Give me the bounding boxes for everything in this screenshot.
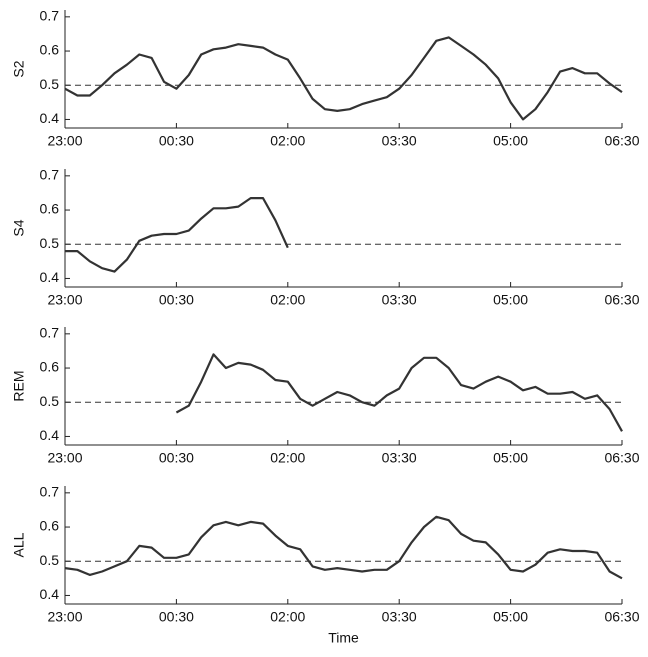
data-line	[175, 353, 623, 432]
x-tick-label: 00:30	[159, 133, 194, 149]
x-tick-label: 05:00	[493, 133, 528, 149]
x-tick-label: 03:30	[382, 292, 417, 308]
y-axis-label: S2	[11, 60, 27, 77]
x-tick-label: 06:30	[604, 450, 639, 466]
x-tick-label: 06:30	[604, 133, 639, 149]
x-tick-label: 02:00	[270, 133, 305, 149]
y-tick-label: 0.5	[40, 552, 60, 568]
x-tick-label: 23:00	[47, 609, 82, 625]
x-tick-label: 03:30	[382, 450, 417, 466]
data-line	[65, 197, 289, 273]
x-tick-label: 03:30	[382, 609, 417, 625]
x-tick-label: 00:30	[159, 292, 194, 308]
x-tick-label: 06:30	[604, 609, 639, 625]
x-axis-label: Time	[328, 630, 359, 646]
x-tick-label: 05:00	[493, 609, 528, 625]
x-tick-label: 02:00	[270, 450, 305, 466]
y-tick-label: 0.6	[40, 359, 60, 375]
y-tick-label: 0.5	[40, 76, 60, 92]
y-tick-label: 0.5	[40, 393, 60, 409]
x-tick-label: 05:00	[493, 292, 528, 308]
y-axis-label: ALL	[11, 532, 27, 557]
x-tick-label: 03:30	[382, 133, 417, 149]
y-tick-label: 0.7	[40, 484, 60, 500]
x-tick-label: 05:00	[493, 450, 528, 466]
data-line	[64, 36, 623, 121]
y-tick-label: 0.4	[40, 427, 60, 443]
y-tick-label: 0.6	[40, 201, 60, 217]
x-tick-label: 02:00	[270, 292, 305, 308]
y-tick-label: 0.4	[40, 586, 60, 602]
x-tick-label: 23:00	[47, 133, 82, 149]
x-tick-label: 00:30	[159, 609, 194, 625]
y-tick-label: 0.7	[40, 8, 60, 24]
x-tick-label: 06:30	[604, 292, 639, 308]
y-axis-label: REM	[11, 370, 27, 401]
x-tick-label: 23:00	[47, 450, 82, 466]
data-line	[64, 515, 623, 580]
y-tick-label: 0.7	[40, 167, 60, 183]
y-tick-label: 0.4	[40, 110, 60, 126]
x-tick-label: 23:00	[47, 292, 82, 308]
y-axis-label: S4	[11, 219, 27, 236]
y-tick-label: 0.6	[40, 518, 60, 534]
y-tick-label: 0.7	[40, 325, 60, 341]
y-tick-label: 0.4	[40, 269, 60, 285]
x-tick-label: 02:00	[270, 609, 305, 625]
x-tick-label: 00:30	[159, 450, 194, 466]
y-tick-label: 0.5	[40, 235, 60, 251]
y-tick-label: 0.6	[40, 42, 60, 58]
